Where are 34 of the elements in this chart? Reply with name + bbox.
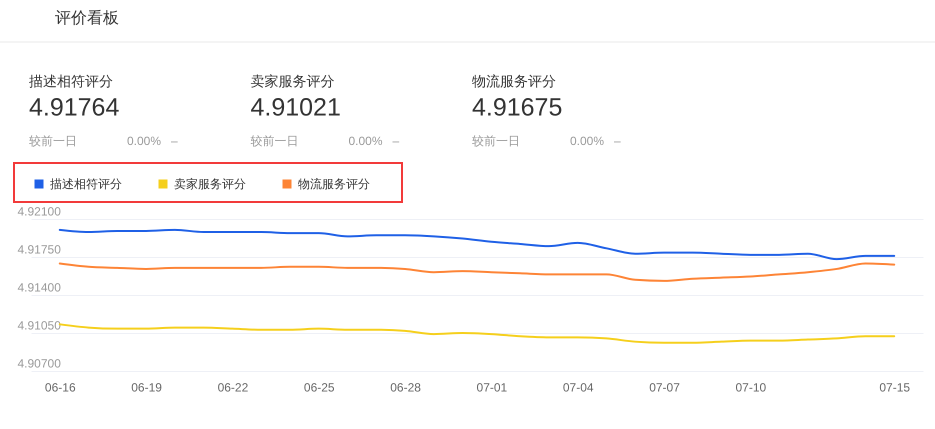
text: 0.00% <box>348 134 383 148</box>
legend-label: 描述相符评分 <box>50 177 122 191</box>
x-tick-label: 07-07 <box>649 380 680 394</box>
text: 较前一日 <box>29 134 77 148</box>
text: 较前一日 <box>472 134 520 148</box>
y-tick-label: 4.90700 <box>18 356 62 370</box>
text: 0.00% <box>570 134 604 148</box>
y-tick-label: 4.91400 <box>18 280 62 294</box>
data-label: 4.91021 <box>250 94 341 122</box>
x-tick-label: 06-19 <box>131 380 162 394</box>
x-tick-label: 07-15 <box>879 380 910 394</box>
category-label: 卖家服务评分 <box>250 73 334 89</box>
data-label: 4.91675 <box>472 94 562 122</box>
x-tick-label: 06-25 <box>304 380 335 394</box>
text: – <box>171 134 178 148</box>
legend-label: 物流服务评分 <box>298 177 370 191</box>
x-tick-label: 06-22 <box>218 380 249 394</box>
x-tick-label: 07-10 <box>736 380 767 394</box>
legend-label: 卖家服务评分 <box>174 177 246 191</box>
x-tick-label: 06-28 <box>390 380 422 394</box>
text: 较前一日 <box>250 134 298 148</box>
x-tick-label: 07-04 <box>562 380 594 394</box>
y-tick-label: 4.91750 <box>18 242 62 256</box>
y-tick-label: 4.92100 <box>18 204 62 218</box>
category-label: 物流服务评分 <box>472 73 556 89</box>
text: 0.00% <box>127 134 162 148</box>
x-tick-label: 06-16 <box>44 380 76 394</box>
y-tick-label: 4.91050 <box>18 318 62 332</box>
category-label: 描述相符评分 <box>29 73 113 89</box>
text: – <box>614 134 621 148</box>
text: 评价看板 <box>55 9 119 27</box>
data-label: 4.91764 <box>29 94 120 122</box>
x-tick-label: 07-01 <box>476 380 508 394</box>
text: – <box>392 134 400 148</box>
